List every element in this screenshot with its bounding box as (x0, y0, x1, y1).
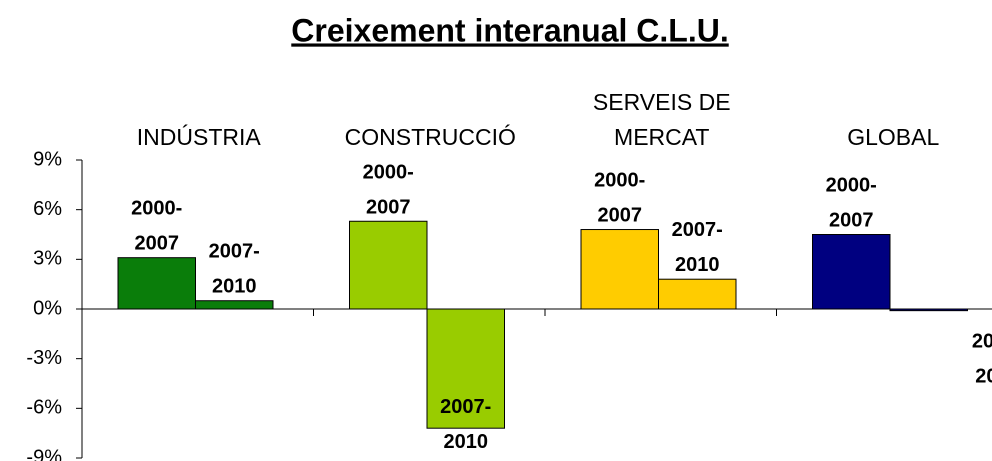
bar-label: 2007-2010 (440, 396, 491, 453)
bar (195, 300, 274, 310)
y-tick-label: 6% (33, 198, 62, 220)
bar-label: 2000-2007 (594, 170, 645, 227)
y-tick-label: 0% (33, 297, 62, 319)
category-label: GLOBAL (847, 124, 939, 150)
bar (580, 229, 659, 310)
bar-label: 2007-2010 (672, 219, 723, 276)
y-tick-label: -9% (26, 446, 62, 461)
bar (812, 234, 891, 310)
category-label: INDÚSTRIA (137, 124, 262, 150)
bar (889, 308, 968, 312)
y-tick-label: 3% (33, 248, 62, 270)
bar-label: 2000-2007 (826, 175, 877, 232)
bar-label: 2007-2010 (972, 331, 992, 388)
bar-label: 2007-2010 (209, 241, 260, 298)
bar (117, 257, 196, 310)
bar-label: 2000-2007 (363, 162, 414, 219)
bar (349, 220, 428, 310)
y-tick-label: -6% (26, 397, 62, 419)
chart-title: Creixement interanual C.L.U. (291, 12, 728, 48)
bar (658, 278, 737, 310)
y-tick-label: -3% (26, 347, 62, 369)
y-tick-label: 9% (33, 148, 62, 170)
bar-label: 2000-2007 (131, 198, 182, 255)
category-label: CONSTRUCCIÓ (345, 124, 516, 150)
category-label: SERVEIS DE MERCAT (593, 89, 731, 150)
bar (426, 308, 505, 429)
